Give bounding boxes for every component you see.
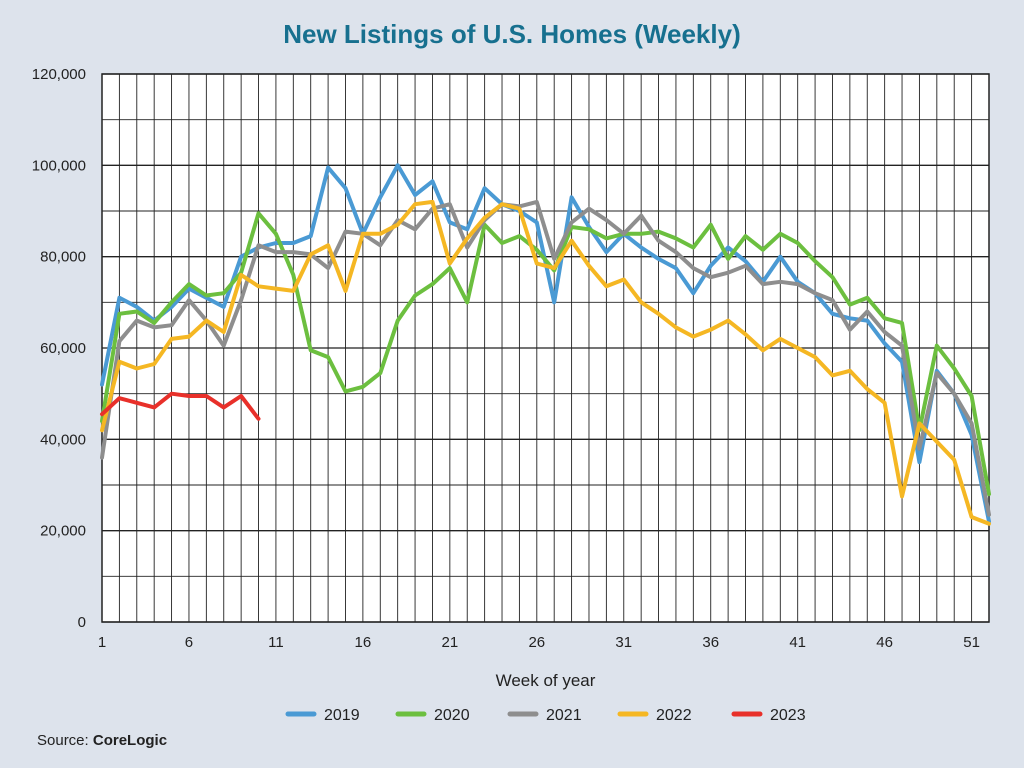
x-tick-label: 51 <box>963 634 980 651</box>
y-tick-label: 40,000 <box>40 431 86 448</box>
chart-title: New Listings of U.S. Homes (Weekly) <box>283 19 741 49</box>
series-line-2021 <box>100 199 991 517</box>
x-tick-label: 1 <box>98 634 106 651</box>
x-tick-label: 11 <box>268 634 284 651</box>
axes: 0 20,000 40,000 60,000 80,000 100,000 120,000 1… <box>32 66 980 690</box>
x-tick-label: 16 <box>355 634 372 651</box>
x-tick-label: 46 <box>876 634 893 651</box>
x-tick-label: 21 <box>441 634 458 651</box>
x-axis-label: Week of year <box>496 671 596 690</box>
y-tick-label: 120,000 <box>32 66 86 83</box>
source-name: CoreLogic <box>92 732 168 749</box>
legend-label-2022: 2022 <box>656 707 692 724</box>
series-line-2023 <box>100 391 261 421</box>
x-tick-label: 31 <box>615 634 632 651</box>
y-tick-label: 60,000 <box>40 340 86 357</box>
y-tick-label: 20,000 <box>40 523 86 540</box>
plot-border <box>101 73 990 623</box>
source-note: Source: CoreLogic <box>37 732 167 749</box>
series-line-2022 <box>100 199 991 526</box>
x-tick-label: 6 <box>185 634 193 651</box>
source-label: Source: <box>37 732 89 749</box>
x-tick-label: 41 <box>789 634 806 651</box>
legend-label-2020: 2020 <box>434 707 470 724</box>
y-tick-label: 0 <box>78 614 86 631</box>
y-tick-label: 100,000 <box>32 157 86 174</box>
legend: 2019 2020 2021 2022 2023 <box>285 707 806 724</box>
grid <box>101 73 990 623</box>
legend-label-2019: 2019 <box>324 707 360 724</box>
x-tick-label: 26 <box>528 634 545 651</box>
series-line-2020 <box>100 211 991 497</box>
legend-label-2021: 2021 <box>546 707 582 724</box>
y-tick-label: 80,000 <box>40 249 86 266</box>
x-tick-label: 36 <box>702 634 719 651</box>
series-lines <box>100 163 991 526</box>
legend-label-2023: 2023 <box>770 707 806 724</box>
